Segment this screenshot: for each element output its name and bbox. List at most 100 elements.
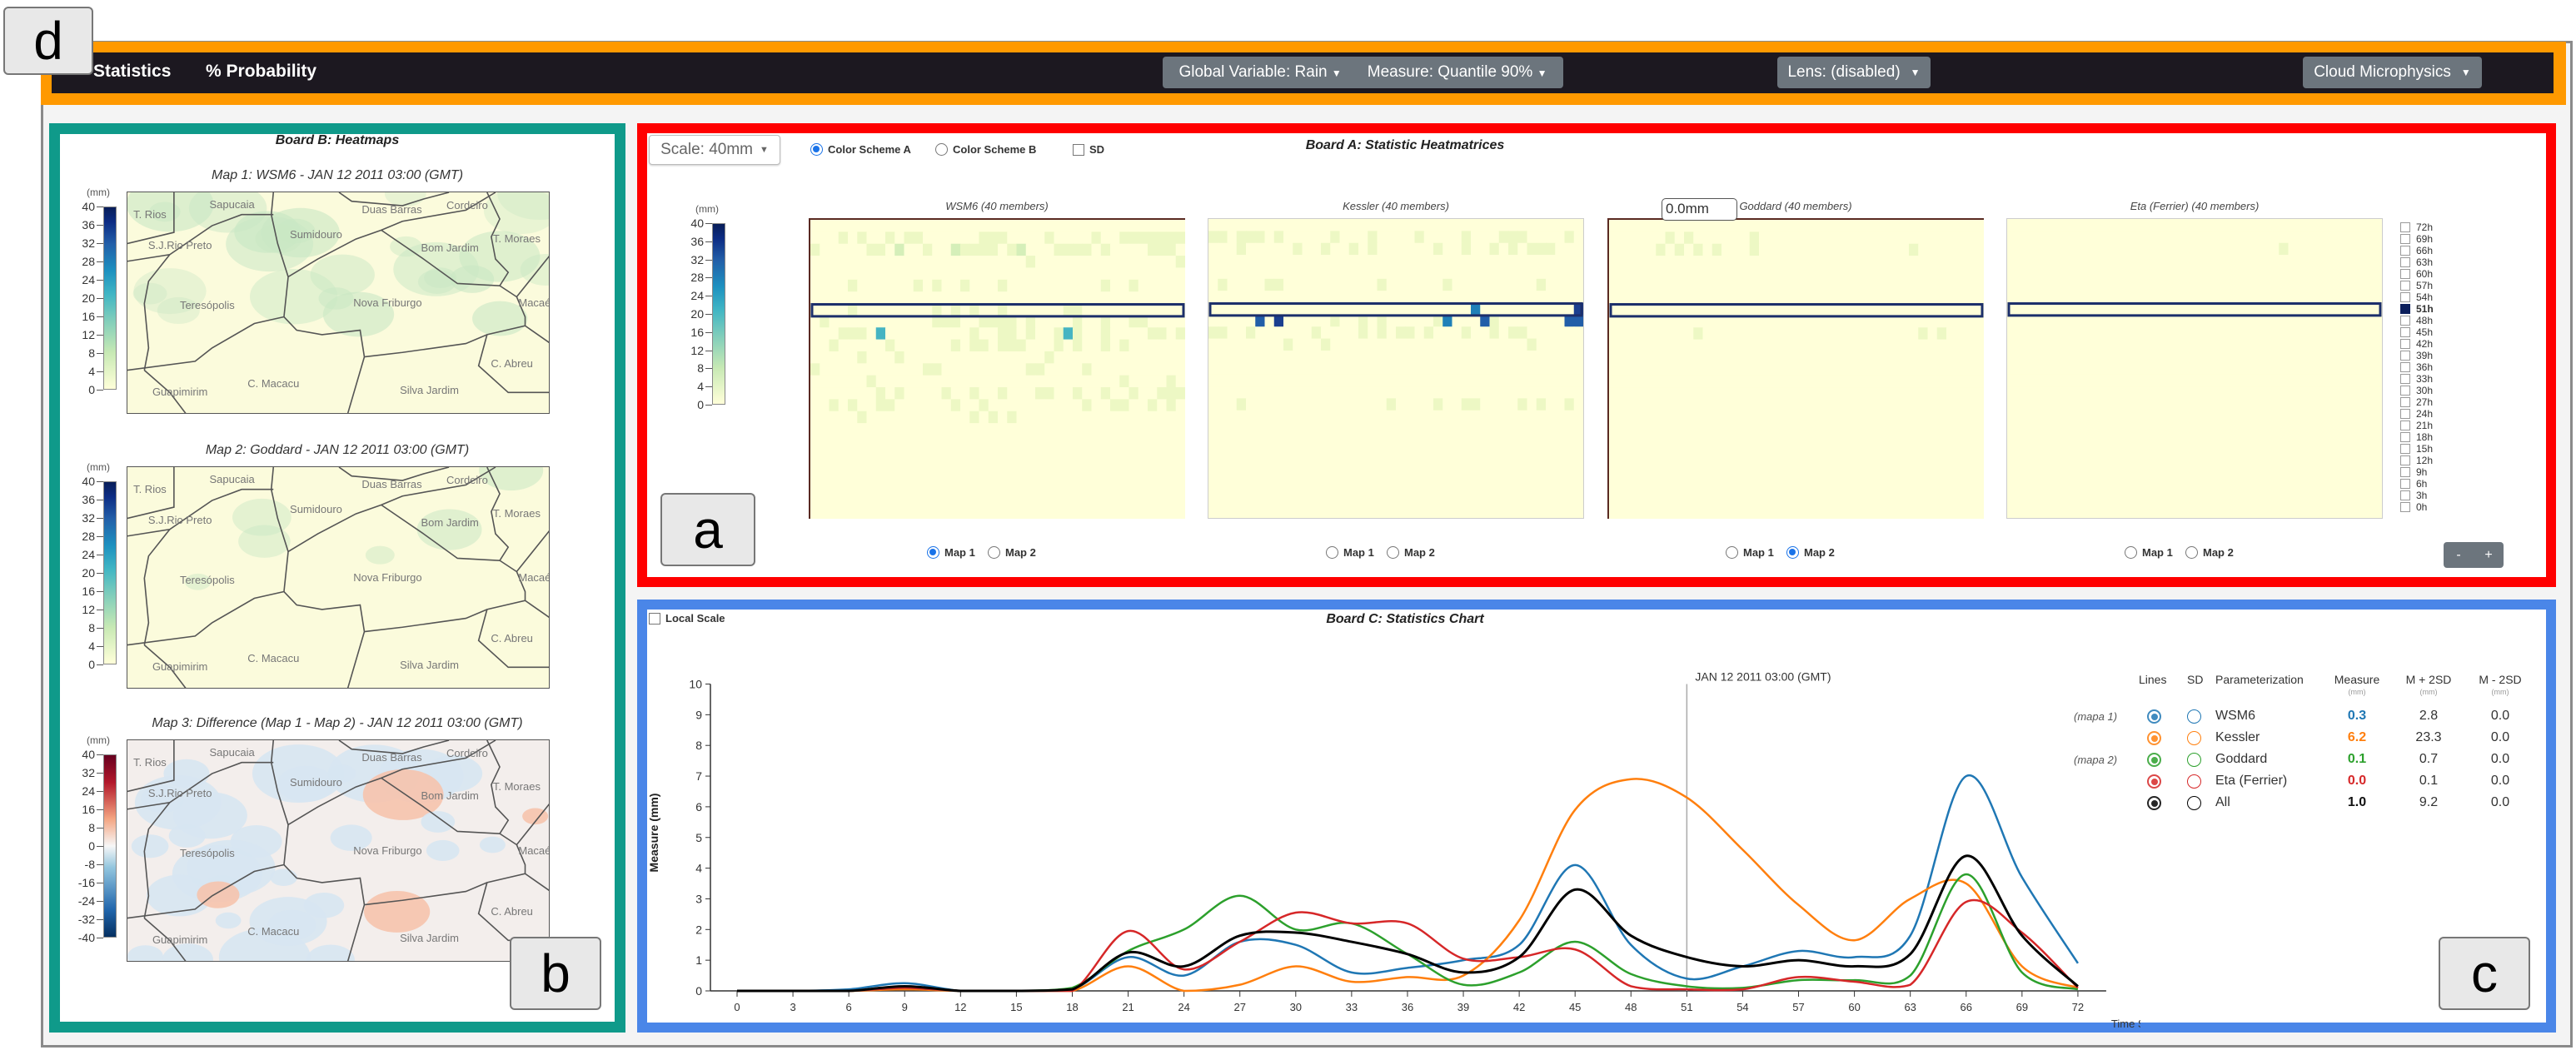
heatmatrix-cell: [810, 267, 820, 281]
time-step-checkbox[interactable]: 12h: [2400, 455, 2434, 466]
heatmatrix-2[interactable]: [1208, 218, 1584, 519]
time-step-checkbox[interactable]: 42h: [2400, 338, 2434, 350]
y-tick-label: 0: [695, 984, 702, 998]
heatmatrix-cell: [1442, 350, 1452, 363]
heatmatrix-cell: [941, 243, 952, 256]
line-toggle-radio[interactable]: [2147, 731, 2161, 745]
series-line-kessler[interactable]: [737, 778, 2079, 993]
time-step-checkbox[interactable]: 24h: [2400, 408, 2434, 420]
heatmatrix-cell: [1637, 506, 1647, 520]
map-canvas[interactable]: [127, 192, 550, 414]
sd-toggle-radio[interactable]: [2187, 753, 2201, 767]
time-step-checkbox[interactable]: 66h: [2400, 245, 2434, 256]
map-1-radio[interactable]: Map 1: [1726, 546, 1774, 559]
map-2-radio[interactable]: Map 2: [2185, 546, 2234, 559]
heatmatrix-3[interactable]: [1607, 218, 1985, 520]
time-step-checkbox[interactable]: 0h: [2400, 501, 2434, 513]
heatmatrix-grid[interactable]: [1609, 220, 1985, 520]
time-step-checkbox[interactable]: 63h: [2400, 256, 2434, 268]
series-line-goddard[interactable]: [737, 873, 2079, 993]
time-step-checkbox[interactable]: 54h: [2400, 291, 2434, 303]
sd-toggle-radio[interactable]: [2187, 774, 2201, 789]
heatmatrix-cell: [1293, 470, 1303, 483]
heatmatrix-grid[interactable]: [810, 220, 1186, 520]
sd-toggle-radio[interactable]: [2187, 796, 2201, 810]
heatmatrix-cell: [1749, 423, 1760, 435]
local-scale-checkbox[interactable]: Local Scale: [649, 612, 725, 625]
heatmatrix-cell: [1208, 494, 1218, 507]
heatmatrix-cell: [1218, 481, 1228, 495]
map-1[interactable]: T. Rios Sapucaia Duas Barras Cordeiro Sumido…: [127, 192, 550, 414]
heatmatrix-4[interactable]: [2006, 218, 2383, 519]
lens-dropdown[interactable]: Lens: (disabled) ▼: [1777, 57, 1931, 88]
time-step-checkbox[interactable]: 60h: [2400, 268, 2434, 280]
heatmatrix-cell: [1100, 459, 1111, 472]
series-line-all[interactable]: [737, 854, 2079, 993]
map-2[interactable]: T. Rios Sapucaia Duas Barras Cordeiro Sumido…: [127, 466, 550, 689]
time-step-checkbox[interactable]: 48h: [2400, 315, 2434, 326]
sd-toggle-radio[interactable]: [2187, 709, 2201, 724]
heatmatrix-cell: [2344, 278, 2354, 291]
time-step-checkbox[interactable]: 21h: [2400, 420, 2434, 431]
heatmatrix-cell: [1749, 375, 1760, 388]
scale-dropdown[interactable]: Scale: 40mm ▼: [649, 135, 780, 165]
sd-checkbox[interactable]: SD: [1073, 143, 1104, 156]
time-step-checkbox[interactable]: 36h: [2400, 361, 2434, 373]
map-1-radio[interactable]: Map 1: [927, 546, 975, 559]
map-1-radio[interactable]: Map 1: [2125, 546, 2173, 559]
heatmatrix-cell: [1777, 423, 1788, 435]
heatmatrix-cell: [1665, 423, 1676, 435]
heatmatrix-grid[interactable]: [1208, 219, 1584, 519]
heatmatrix-grid[interactable]: [2007, 219, 2383, 519]
zoom-in-button[interactable]: +: [2484, 548, 2493, 562]
time-step-checkbox[interactable]: 69h: [2400, 233, 2434, 245]
heatmatrix-cell: [1035, 399, 1045, 412]
line-toggle-radio[interactable]: [2147, 796, 2161, 810]
heatmatrix-cell: [969, 327, 979, 341]
map-3[interactable]: T. Rios Sapucaia Duas Barras Cordeiro Sumido…: [127, 739, 550, 962]
time-step-checkbox[interactable]: 15h: [2400, 443, 2434, 455]
map-2-radio[interactable]: Map 2: [1786, 546, 1835, 559]
heatmatrix-cell: [1208, 410, 1218, 423]
heatmatrix-cell: [1852, 482, 1863, 495]
nav-probability[interactable]: % Probability: [206, 62, 316, 82]
time-step-checkbox[interactable]: 30h: [2400, 385, 2434, 396]
time-step-checkbox[interactable]: 51h: [2400, 303, 2434, 315]
heatmatrix-cell: [1311, 494, 1322, 507]
map-2-radio[interactable]: Map 2: [988, 546, 1036, 559]
time-step-checkbox[interactable]: 9h: [2400, 466, 2434, 478]
time-step-checkbox[interactable]: 57h: [2400, 280, 2434, 291]
map-canvas[interactable]: [127, 467, 550, 689]
color-scheme-b-radio[interactable]: Color Scheme B: [935, 143, 1036, 156]
time-step-checkbox[interactable]: 45h: [2400, 326, 2434, 338]
time-step-checkbox[interactable]: 3h: [2400, 490, 2434, 501]
time-step-checkbox[interactable]: 27h: [2400, 396, 2434, 408]
line-toggle-radio[interactable]: [2147, 709, 2161, 724]
time-step-checkbox[interactable]: 72h: [2400, 221, 2434, 233]
map-1-radio[interactable]: Map 1: [1326, 546, 1374, 559]
heatmatrix-cell: [2204, 291, 2214, 304]
color-scheme-a-radio[interactable]: Color Scheme A: [810, 143, 911, 156]
heatmatrix-1[interactable]: [809, 218, 1186, 520]
map-2-radio[interactable]: Map 2: [1387, 546, 1435, 559]
nav-statistics[interactable]: Statistics: [93, 62, 172, 81]
heatmatrix-cell: [1684, 267, 1694, 281]
line-toggle-radio[interactable]: [2147, 753, 2161, 767]
series-line-wsm6[interactable]: [737, 774, 2079, 993]
time-step-checkbox[interactable]: 33h: [2400, 373, 2434, 385]
time-step-checkbox[interactable]: 39h: [2400, 350, 2434, 361]
place-name: Guapimirim: [152, 933, 208, 947]
measure-dropdown[interactable]: Measure: Quantile 90% ▼: [1367, 63, 1547, 81]
time-step-checkbox[interactable]: 18h: [2400, 431, 2434, 443]
municipality-border: [144, 918, 187, 962]
heatmatrix-cell: [1647, 435, 1657, 448]
sd-toggle-radio[interactable]: [2187, 731, 2201, 745]
line-toggle-radio[interactable]: [2147, 774, 2161, 789]
heatmatrix-cell: [2316, 350, 2326, 363]
heatmatrix-cell: [1175, 303, 1186, 316]
cloud-microphysics-dropdown[interactable]: Cloud Microphysics ▼: [2303, 57, 2482, 88]
zoom-out-button[interactable]: -: [2456, 548, 2461, 562]
time-step-checkbox[interactable]: 6h: [2400, 478, 2434, 490]
map-canvas[interactable]: [127, 740, 550, 962]
global-variable-dropdown[interactable]: Global Variable: Rain ▼: [1178, 63, 1342, 81]
